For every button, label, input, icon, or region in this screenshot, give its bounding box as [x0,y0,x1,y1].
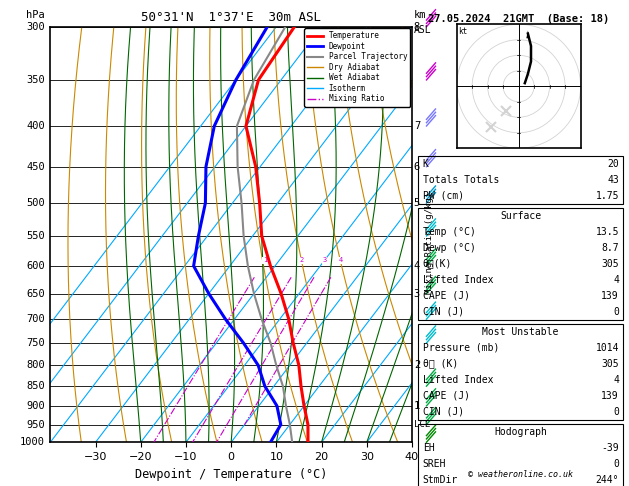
Text: CAPE (J): CAPE (J) [423,391,470,400]
Text: -39: -39 [601,443,619,452]
Text: 1.75: 1.75 [596,191,619,201]
Text: 8: 8 [414,22,420,32]
Text: 1014: 1014 [596,343,619,352]
Text: θᴇ(K): θᴇ(K) [423,259,452,269]
Text: Surface: Surface [500,210,541,221]
Text: 1000: 1000 [20,437,45,447]
Text: kt: kt [458,27,467,36]
Text: 4: 4 [339,257,343,263]
Polygon shape [526,31,530,38]
Text: 20: 20 [607,158,619,169]
Text: 1: 1 [263,257,267,263]
Text: 13.5: 13.5 [596,226,619,237]
Text: 800: 800 [26,360,45,370]
Text: 27.05.2024  21GMT  (Base: 18): 27.05.2024 21GMT (Base: 18) [428,14,610,24]
Text: ASL: ASL [414,25,431,35]
Text: 300: 300 [26,22,45,32]
Text: 4: 4 [613,275,619,284]
Text: 139: 139 [601,291,619,300]
Text: EH: EH [423,443,435,452]
Text: 5: 5 [414,198,420,208]
Text: 305: 305 [601,359,619,368]
Legend: Temperature, Dewpoint, Parcel Trajectory, Dry Adiabat, Wet Adiabat, Isotherm, Mi: Temperature, Dewpoint, Parcel Trajectory… [304,28,411,106]
Text: Dewp (°C): Dewp (°C) [423,243,476,253]
Text: hPa: hPa [26,11,45,20]
Text: SREH: SREH [423,458,446,469]
Text: 305: 305 [601,259,619,269]
Text: 7: 7 [414,121,420,131]
Text: CIN (J): CIN (J) [423,406,464,417]
Text: Lifted Index: Lifted Index [423,375,493,384]
Text: 0: 0 [613,307,619,316]
Text: Temp (°C): Temp (°C) [423,226,476,237]
Text: 2: 2 [299,257,304,263]
Text: 4: 4 [414,261,420,271]
Text: © weatheronline.co.uk: © weatheronline.co.uk [468,469,572,479]
Text: K: K [423,158,428,169]
Text: CAPE (J): CAPE (J) [423,291,470,300]
Text: 900: 900 [26,401,45,411]
Text: 6: 6 [414,162,420,172]
Text: 500: 500 [26,198,45,208]
Text: 3: 3 [322,257,326,263]
Text: 600: 600 [26,261,45,271]
Text: Pressure (mb): Pressure (mb) [423,343,499,352]
Text: 0: 0 [613,406,619,417]
Text: 650: 650 [26,289,45,298]
Text: 0: 0 [613,458,619,469]
Text: 139: 139 [601,391,619,400]
Text: 350: 350 [26,75,45,85]
Text: LCL: LCL [414,420,430,429]
Text: Mixing Ratio (g/kg): Mixing Ratio (g/kg) [425,192,433,294]
Text: 550: 550 [26,231,45,241]
Text: 1: 1 [414,401,420,411]
Text: PW (cm): PW (cm) [423,191,464,201]
Text: 700: 700 [26,314,45,324]
Text: 850: 850 [26,381,45,391]
Text: 2: 2 [414,360,420,370]
Text: 450: 450 [26,162,45,172]
Text: Most Unstable: Most Unstable [482,327,559,336]
Text: Hodograph: Hodograph [494,427,547,436]
Text: Totals Totals: Totals Totals [423,174,499,185]
Text: Lifted Index: Lifted Index [423,275,493,284]
Text: StmDir: StmDir [423,474,458,485]
Text: km: km [414,11,426,20]
Text: 950: 950 [26,419,45,430]
X-axis label: Dewpoint / Temperature (°C): Dewpoint / Temperature (°C) [135,468,327,481]
Text: 750: 750 [26,338,45,348]
Text: θᴇ (K): θᴇ (K) [423,359,458,368]
Text: 8.7: 8.7 [601,243,619,253]
Title: 50°31'N  1°37'E  30m ASL: 50°31'N 1°37'E 30m ASL [141,11,321,24]
Text: 400: 400 [26,121,45,131]
Text: 4: 4 [613,375,619,384]
Text: CIN (J): CIN (J) [423,307,464,316]
Text: 3: 3 [414,289,420,298]
Text: 244°: 244° [596,474,619,485]
Text: 43: 43 [607,174,619,185]
